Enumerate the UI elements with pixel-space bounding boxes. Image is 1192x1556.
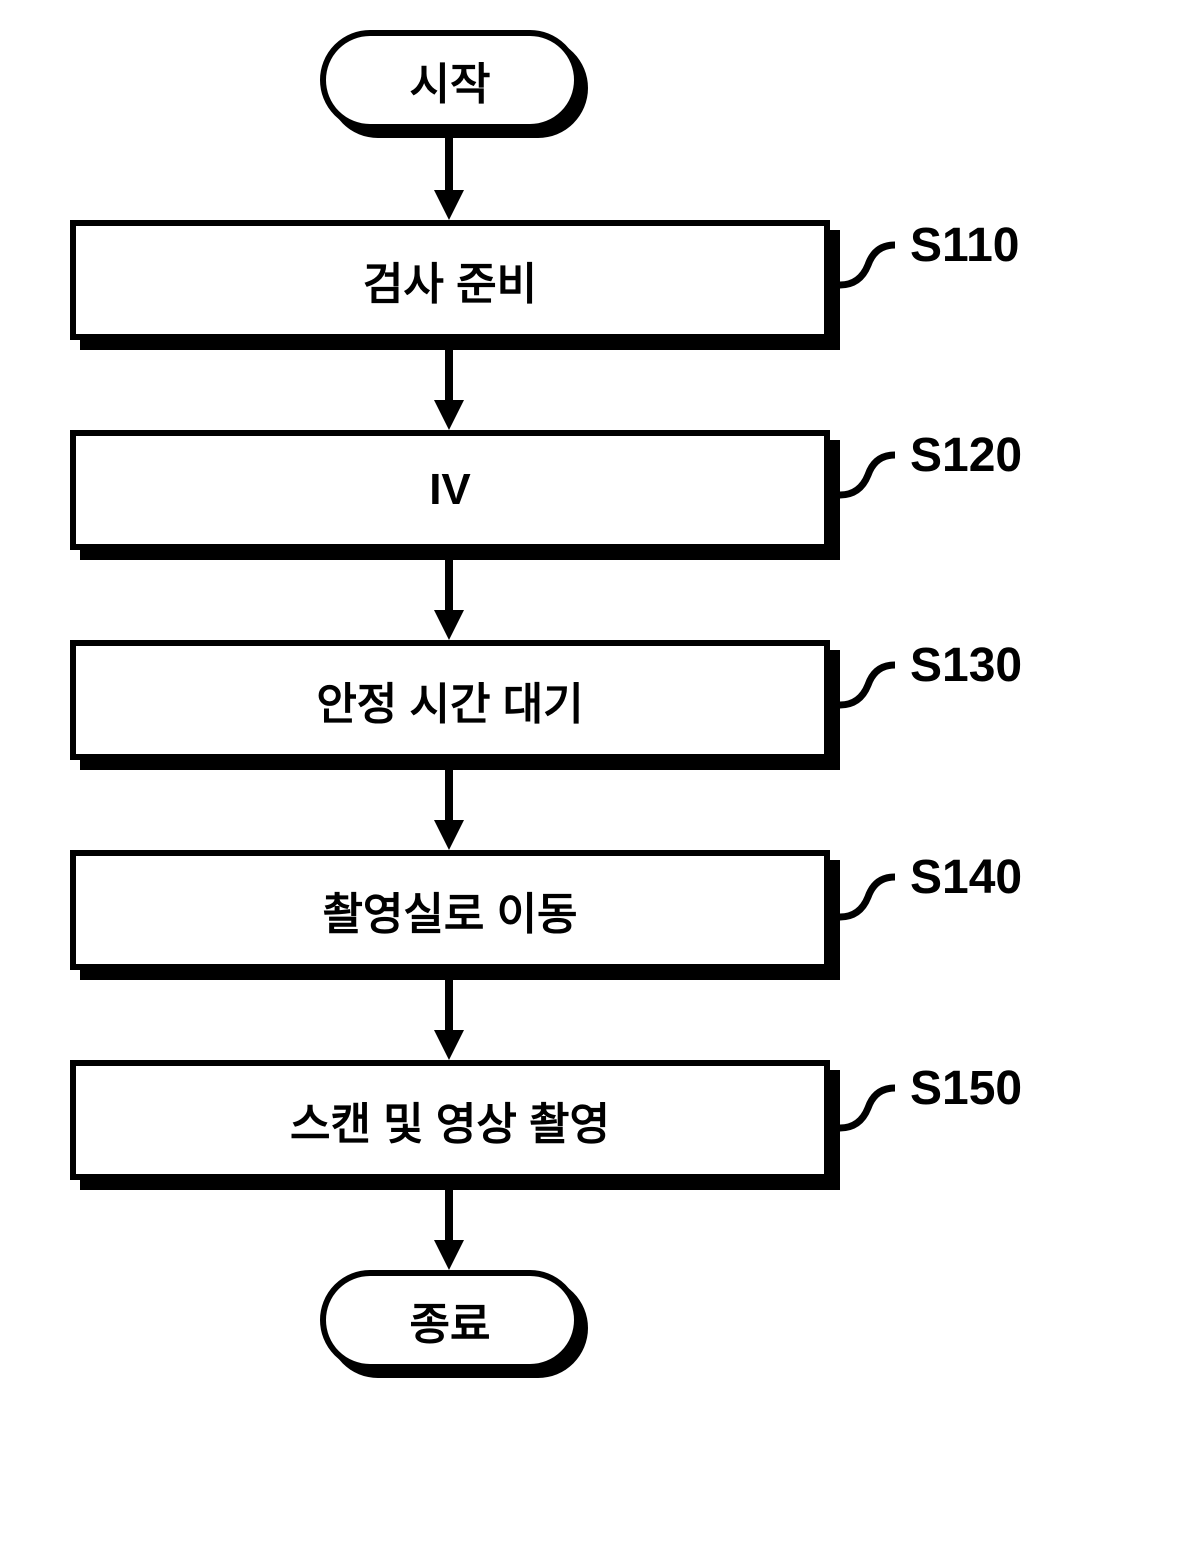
step-label-s120: S120: [910, 428, 1022, 483]
process-s150-text: 스캔 및 영상 촬영: [290, 1088, 610, 1152]
process-s150: 스캔 및 영상 촬영: [70, 1060, 830, 1180]
process-s130-body: 안정 시간 대기: [70, 640, 830, 760]
process-s110-text: 검사 준비: [363, 248, 537, 312]
step-label-s150: S150: [910, 1061, 1022, 1116]
process-s120-text: IV: [429, 465, 471, 515]
connector-s140: [840, 877, 900, 937]
process-s130: 안정 시간 대기: [70, 640, 830, 760]
start-terminator: 시작: [320, 30, 580, 130]
arrow-1: [60, 130, 1132, 220]
process-s110: 검사 준비: [70, 220, 830, 340]
step-label-s110: S110: [910, 218, 1019, 273]
end-body: 종료: [320, 1270, 580, 1370]
end-terminator: 종료: [320, 1270, 580, 1370]
connector-s120: [840, 455, 900, 515]
connector-s150: [840, 1088, 900, 1148]
start-label: 시작: [410, 48, 491, 112]
process-s120-body: IV: [70, 430, 830, 550]
process-s120: IV: [70, 430, 830, 550]
process-s150-body: 스캔 및 영상 촬영: [70, 1060, 830, 1180]
arrow-6: [60, 1180, 1132, 1270]
step-label-s130: S130: [910, 638, 1022, 693]
process-s140-body: 촬영실로 이동: [70, 850, 830, 970]
step-label-s140: S140: [910, 850, 1022, 905]
arrow-5: [60, 970, 1132, 1060]
process-s110-body: 검사 준비: [70, 220, 830, 340]
process-s140: 촬영실로 이동: [70, 850, 830, 970]
start-body: 시작: [320, 30, 580, 130]
process-s140-text: 촬영실로 이동: [322, 878, 577, 942]
arrow-2: [60, 340, 1132, 430]
process-s130-text: 안정 시간 대기: [316, 668, 583, 732]
connector-s110: [840, 245, 900, 305]
arrow-4: [60, 760, 1132, 850]
connector-s130: [840, 665, 900, 725]
end-label: 종료: [410, 1288, 491, 1352]
arrow-3: [60, 550, 1132, 640]
